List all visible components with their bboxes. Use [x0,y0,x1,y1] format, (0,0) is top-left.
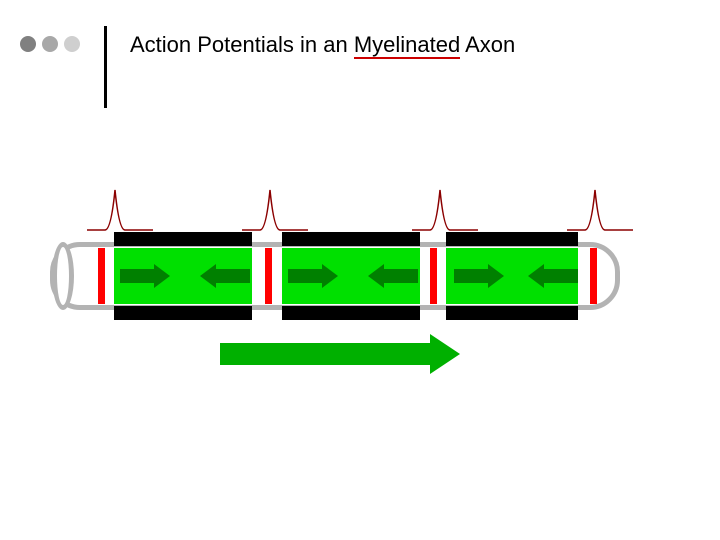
myelin-band-bottom [114,306,252,320]
arrow-shaft [216,269,250,283]
axon-diagram [50,180,670,380]
current-arrow-5 [454,266,504,286]
ranvier-node-3 [430,248,437,304]
myelin-band-bottom [282,306,420,320]
myelin-band-bottom [446,306,578,320]
myelin-band-top [282,232,420,246]
title-text-post: Axon [460,32,515,57]
arrow-head-right-icon [322,264,338,288]
ap-spike-3 [410,180,480,235]
ranvier-node-2 [265,248,272,304]
myelin-band-top [446,232,578,246]
title-text-underlined: Myelinated [354,32,460,59]
bullet-1 [20,36,36,52]
arrow-shaft [544,269,578,283]
arrow-head-left-icon [368,264,384,288]
propagation-arrow [220,334,460,374]
ranvier-node-4 [590,248,597,304]
ap-spike-4 [565,180,635,235]
arrow-head-right-icon [488,264,504,288]
axon-end-cap [52,242,74,310]
current-arrow-3 [288,266,338,286]
arrow-shaft [288,269,322,283]
header-bullets [20,36,80,52]
bullet-3 [64,36,80,52]
current-arrow-1 [120,266,170,286]
arrow-shaft [454,269,488,283]
ranvier-node-1 [98,248,105,304]
arrow-head-right-icon [154,264,170,288]
slide-title: Action Potentials in an Myelinated Axon [130,32,515,58]
current-arrow-2 [200,266,250,286]
myelin-band-top [114,232,252,246]
ap-spike-2 [240,180,310,235]
title-text-pre: Action Potentials in an [130,32,354,57]
arrow-head-left-icon [200,264,216,288]
arrow-head-right-icon [430,334,460,374]
arrow-head-left-icon [528,264,544,288]
arrow-shaft [220,343,430,365]
arrow-shaft [120,269,154,283]
header-vertical-rule [104,26,107,108]
ap-spike-1 [85,180,155,235]
current-arrow-6 [528,266,578,286]
current-arrow-4 [368,266,418,286]
arrow-shaft [384,269,418,283]
slide-header: Action Potentials in an Myelinated Axon [20,30,700,100]
bullet-2 [42,36,58,52]
